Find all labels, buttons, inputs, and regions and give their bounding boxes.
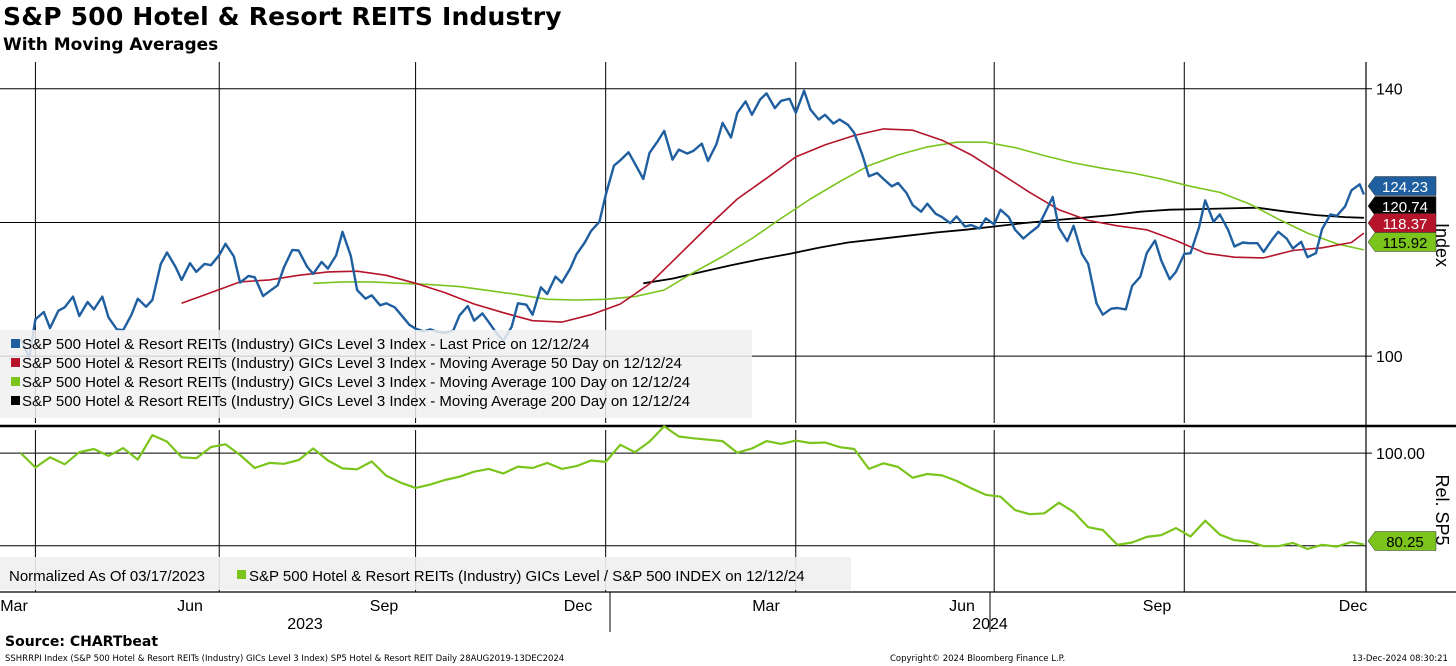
series-ma100 xyxy=(313,141,1365,301)
x-tick-label: Jun xyxy=(177,598,203,615)
x-tick-label: Sep xyxy=(370,598,399,615)
x-tick-label: Sep xyxy=(1143,598,1172,615)
relative-tag: 80.25 xyxy=(1386,534,1424,551)
legend-label: S&P 500 Hotel & Resort REITs (Industry) … xyxy=(22,336,590,353)
legend-label: S&P 500 Hotel & Resort REITs (Industry) … xyxy=(22,374,690,391)
legend-label: S&P 500 Hotel & Resort REITs (Industry) … xyxy=(22,355,682,372)
legend-swatch xyxy=(11,396,20,405)
source-label: Source: CHARTbeat xyxy=(5,634,159,650)
chart-title: S&P 500 Hotel & Resort REITS Industry xyxy=(3,2,562,31)
year-label: 2023 xyxy=(287,616,323,633)
x-tick-label: Dec xyxy=(1339,598,1367,615)
legend-box xyxy=(0,330,752,418)
ma200-tag: 120.74 xyxy=(1382,199,1428,216)
y-tick-label: 100 xyxy=(1376,349,1403,366)
footer-timestamp: 13-Dec-2024 08:30:21 xyxy=(1352,654,1448,664)
chart-subtitle: With Moving Averages xyxy=(3,35,219,55)
legend-label: S&P 500 Hotel & Resort REITs (Industry) … xyxy=(249,568,805,585)
y-tick-label: 100.00 xyxy=(1376,446,1425,463)
y-axis-title: Index xyxy=(1432,223,1452,267)
ma100-tag-bg xyxy=(1367,232,1437,252)
ma100-tag: 115.92 xyxy=(1383,235,1428,252)
legend-box-relative xyxy=(0,557,851,590)
x-tick-label: Jun xyxy=(949,598,975,615)
ma50-tag: 118.37 xyxy=(1383,216,1428,233)
legend-swatch xyxy=(237,570,246,579)
x-tick-label: Dec xyxy=(564,598,592,615)
y-tick-label: 140 xyxy=(1376,82,1403,99)
legend-swatch xyxy=(11,358,20,367)
series-last-price xyxy=(19,89,1366,359)
y-axis-title: Rel. SP5 xyxy=(1432,474,1452,545)
series-ma200 xyxy=(643,206,1364,285)
legend-label: S&P 500 Hotel & Resort REITs (Industry) … xyxy=(22,393,690,410)
x-tick-label: Mar xyxy=(752,598,780,615)
year-label: 2024 xyxy=(972,616,1008,633)
legend-swatch xyxy=(11,377,20,386)
series-relative xyxy=(20,425,1365,551)
relative-tag-bg xyxy=(1367,531,1437,551)
legend-swatch xyxy=(11,339,20,348)
ma50-tag-bg xyxy=(1367,213,1437,233)
footer-description: SSHRRPI Index (S&P 500 Hotel & Resort RE… xyxy=(5,654,565,664)
series-ma50 xyxy=(181,128,1365,323)
legend-prefix: Normalized As Of 03/17/2023 xyxy=(9,568,205,585)
ma200-tag-bg xyxy=(1367,196,1437,216)
last-price-tag: 124.23 xyxy=(1382,179,1428,196)
x-tick-label: Mar xyxy=(0,598,28,615)
footer-copyright: Copyright© 2024 Bloomberg Finance L.P. xyxy=(890,654,1066,664)
last-price-tag-bg xyxy=(1367,176,1437,196)
